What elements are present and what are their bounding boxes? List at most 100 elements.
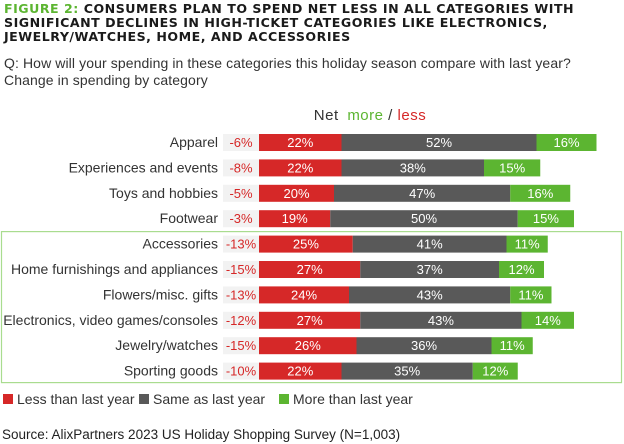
data-label-less: 24% (291, 287, 317, 302)
category-label: Accessories (143, 236, 218, 252)
bar-segment-more (491, 337, 533, 355)
row-flowers-misc-gifts: Flowers/misc. gifts -13% 24% 43% 11% (103, 286, 552, 304)
legend-swatch (139, 394, 149, 404)
category-label: Experiences and events (69, 159, 218, 175)
net-value-label: -15% (226, 338, 257, 353)
row-accessories: Accessories -13% 25% 41% 11% (143, 235, 548, 253)
subtitle-note: Change in spending by category (4, 72, 208, 88)
data-label-same: 35% (394, 364, 420, 379)
bar-segment-same (341, 159, 484, 177)
data-label-more: 15% (533, 211, 559, 226)
legend-item-more: More than last year (279, 391, 413, 407)
survey-question: Q: How will your spending in these categ… (4, 55, 571, 71)
chart-subtitle: Q: How will your spending in these categ… (4, 55, 624, 89)
legend-label: Same as last year (153, 391, 265, 407)
data-label-same: 50% (411, 211, 437, 226)
data-label-same: 38% (400, 160, 426, 175)
bar-segment-less (259, 362, 342, 380)
net-value-label: -6% (229, 135, 253, 150)
net-value-box (223, 134, 259, 151)
bar-segment-more (521, 311, 574, 329)
bar-segment-less (259, 235, 353, 253)
data-label-same: 47% (409, 186, 435, 201)
row-electronics-video-games-consoles: Electronics, video games/consoles -12% 27%… (3, 311, 574, 329)
bar-segment-more (506, 235, 548, 253)
bar-segment-less (259, 311, 361, 329)
net-header-less: less (398, 107, 427, 124)
data-label-less: 27% (297, 262, 323, 277)
bar-segment-same (330, 210, 518, 228)
row-experiences-and-events: Experiences and events -8% 22% 38% 15% (69, 159, 541, 177)
legend-swatch (279, 394, 289, 404)
data-label-same: 36% (411, 338, 437, 353)
bar-segment-same (360, 261, 499, 278)
net-value-box (223, 311, 259, 329)
net-value-label: -12% (226, 313, 257, 328)
bar-segment-same (349, 286, 511, 304)
bar-segment-same (341, 134, 537, 151)
data-label-less: 27% (297, 313, 323, 328)
bar-segment-same (356, 337, 492, 355)
data-label-more: 11% (515, 237, 540, 252)
net-header-more: more (347, 107, 383, 124)
bar-segment-more (510, 184, 571, 202)
category-label: Jewelry/watches (115, 337, 218, 353)
net-header-sep: / (388, 107, 393, 124)
category-label: Flowers/misc. gifts (103, 286, 218, 302)
data-label-same: 41% (417, 237, 443, 252)
category-label: Electronics, video games/consoles (3, 312, 218, 328)
chart-title: FIGURE 2: CONSUMERS PLAN TO SPEND NET LE… (4, 2, 620, 44)
net-value-label: -13% (226, 237, 257, 252)
figure-label: FIGURE 2: (4, 1, 79, 16)
net-value-box (223, 261, 259, 278)
net-value-box (223, 286, 259, 304)
data-label-same: 43% (428, 313, 454, 328)
row-sporting-goods: Sporting goods -10% 22% 35% 12% (124, 362, 518, 380)
bar-segment-less (259, 134, 342, 151)
category-label: Toys and hobbies (109, 185, 218, 201)
row-footwear: Footwear -3% 19% 50% 15% (160, 210, 574, 228)
net-value-label: -5% (229, 186, 253, 201)
net-value-label: -3% (229, 211, 253, 226)
data-label-more: 12% (482, 364, 508, 379)
net-header: Net more / less (314, 107, 426, 124)
legend-item-less: Less than last year (3, 391, 135, 407)
net-value-label: -8% (229, 160, 253, 175)
legend-swatch (3, 394, 13, 404)
bar-segment-less (259, 210, 331, 228)
data-label-more: 12% (508, 262, 534, 277)
data-label-more: 14% (535, 313, 561, 328)
data-label-same: 52% (426, 135, 452, 150)
net-value-box (223, 235, 259, 253)
net-value-box (223, 159, 259, 177)
data-label-less: 22% (287, 364, 313, 379)
data-label-more: 16% (553, 135, 579, 150)
category-label: Apparel (170, 134, 218, 150)
net-value-box (223, 184, 259, 202)
net-value-label: -10% (226, 364, 257, 379)
row-apparel: Apparel -6% 22% 52% 16% (170, 134, 597, 151)
row-jewelry-watches: Jewelry/watches -15% 26% 36% 11% (115, 337, 533, 355)
data-label-less: 19% (282, 211, 308, 226)
bar-segment-same (334, 184, 511, 202)
net-header-word: Net (314, 107, 339, 124)
title-text: CONSUMERS PLAN TO SPEND NET LESS IN ALL … (4, 1, 575, 44)
data-label-more: 15% (499, 160, 525, 175)
bar-segment-less (259, 184, 334, 202)
bar-segment-more (517, 210, 574, 228)
data-label-more: 11% (518, 287, 543, 302)
bar-segment-more (499, 261, 544, 278)
category-label: Footwear (160, 210, 219, 226)
net-value-label: -13% (226, 287, 257, 302)
category-label: Home furnishings and appliances (11, 261, 218, 277)
data-label-less: 22% (287, 135, 313, 150)
data-label-less: 20% (283, 186, 309, 201)
data-label-same: 37% (417, 262, 443, 277)
data-label-less: 22% (287, 160, 313, 175)
category-label: Sporting goods (124, 363, 218, 379)
net-value-box (223, 337, 259, 355)
data-label-more: 16% (527, 186, 553, 201)
row-toys-and-hobbies: Toys and hobbies -5% 20% 47% 16% (109, 184, 571, 202)
legend-item-same: Same as last year (139, 391, 265, 407)
data-label-less: 26% (295, 338, 321, 353)
